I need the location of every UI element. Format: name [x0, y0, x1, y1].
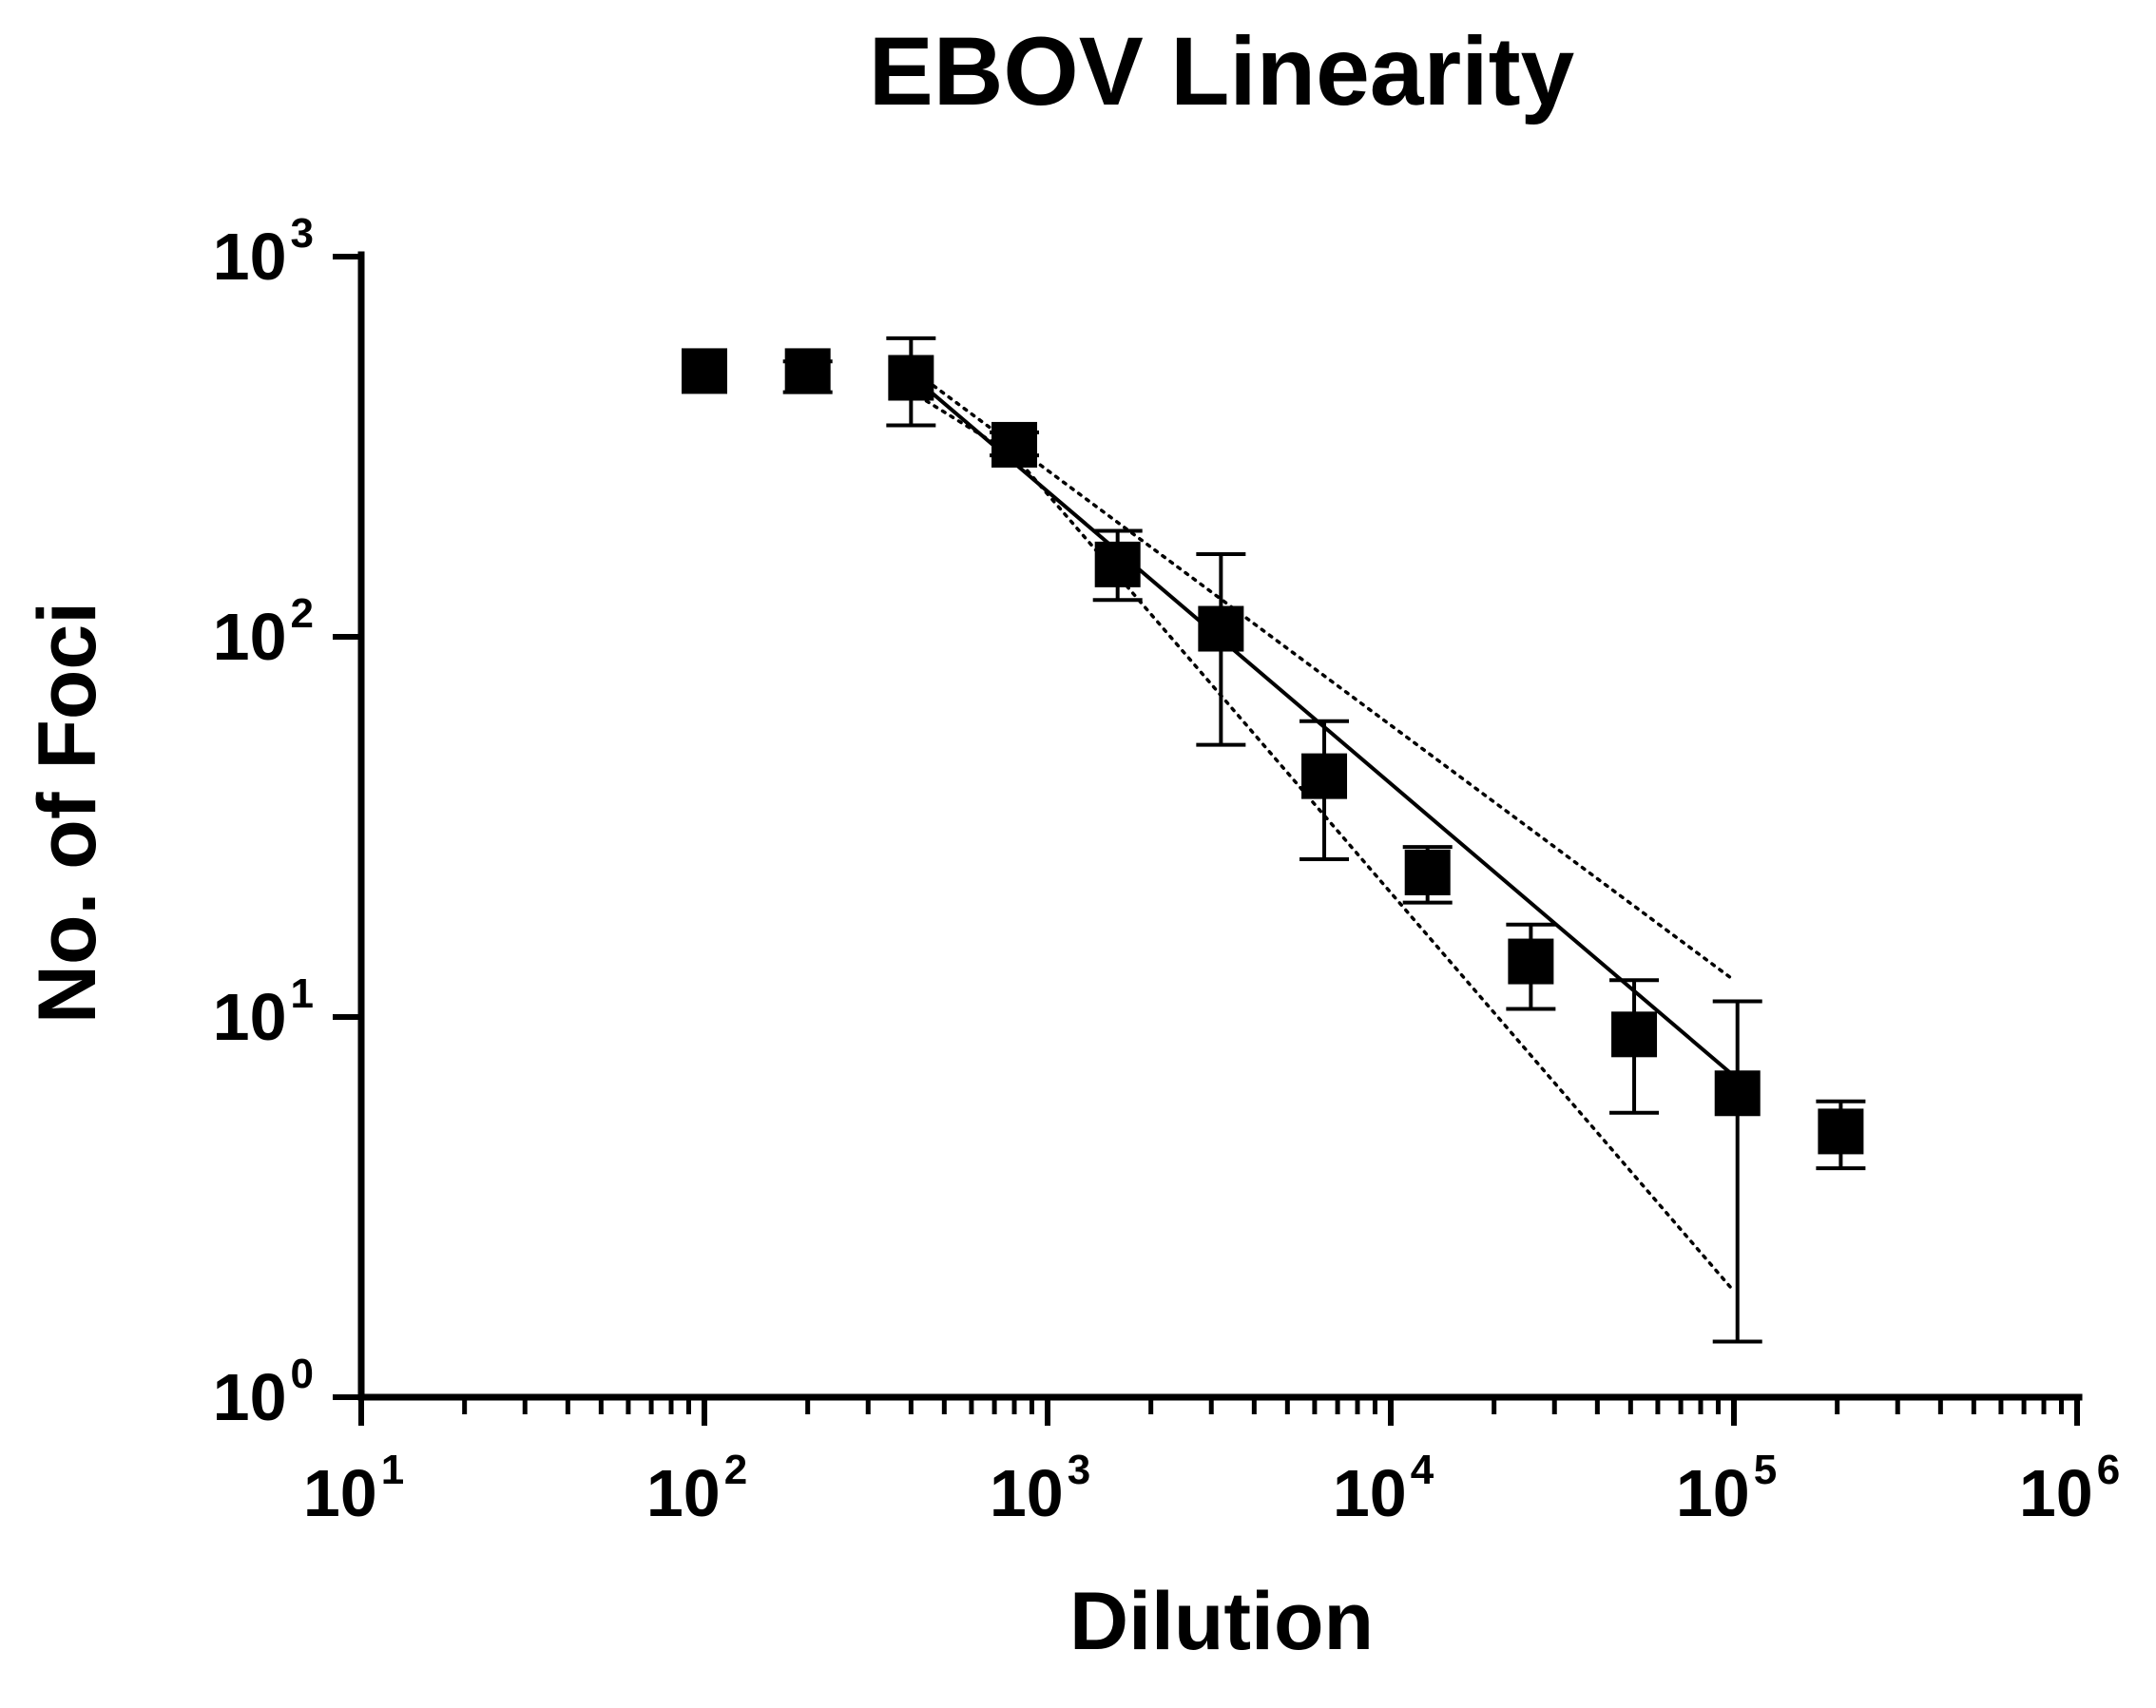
y-tick-label: 102 [213, 590, 314, 674]
x-tick-label: 106 [2019, 1447, 2120, 1530]
data-marker [1611, 1011, 1658, 1058]
data-points [682, 336, 1866, 1344]
data-marker [682, 348, 727, 394]
data-point [1402, 845, 1453, 905]
data-point [886, 336, 936, 428]
x-tick-label: 105 [1676, 1447, 1777, 1530]
data-point [1299, 719, 1350, 862]
data-marker [1404, 849, 1451, 895]
axes: 101 102 103 104 105 106 100 101 102 103 [213, 210, 2121, 1530]
x-tick-label: 103 [990, 1447, 1090, 1530]
data-point [1196, 552, 1246, 747]
data-point [1816, 1099, 1866, 1171]
data-marker [1818, 1108, 1864, 1155]
y-tick-label: 101 [213, 970, 314, 1054]
data-point [1092, 528, 1143, 603]
y-tick-label: 103 [213, 210, 314, 294]
chart-title: EBOV Linearity [869, 17, 1575, 125]
data-marker [1198, 605, 1244, 652]
y-axis-label: No. of Foci [22, 602, 113, 1024]
data-point [990, 421, 1040, 468]
data-point [1712, 999, 1762, 1344]
data-point [682, 348, 727, 394]
data-marker [1714, 1070, 1761, 1117]
data-marker [991, 421, 1038, 468]
data-marker [1301, 753, 1348, 799]
confidence-band-upper [916, 373, 1736, 982]
data-marker [784, 348, 831, 394]
data-point [1506, 922, 1556, 1011]
data-marker [888, 355, 934, 401]
x-axis-label: Dilution [1069, 1576, 1374, 1667]
x-tick-label: 102 [646, 1447, 747, 1530]
data-point [1609, 978, 1660, 1115]
data-marker [1508, 938, 1554, 985]
y-tick-label: 100 [213, 1351, 314, 1434]
x-tick-label: 101 [303, 1447, 404, 1530]
data-marker [1094, 541, 1141, 587]
data-point [782, 348, 833, 394]
x-tick-label: 104 [1333, 1447, 1434, 1530]
